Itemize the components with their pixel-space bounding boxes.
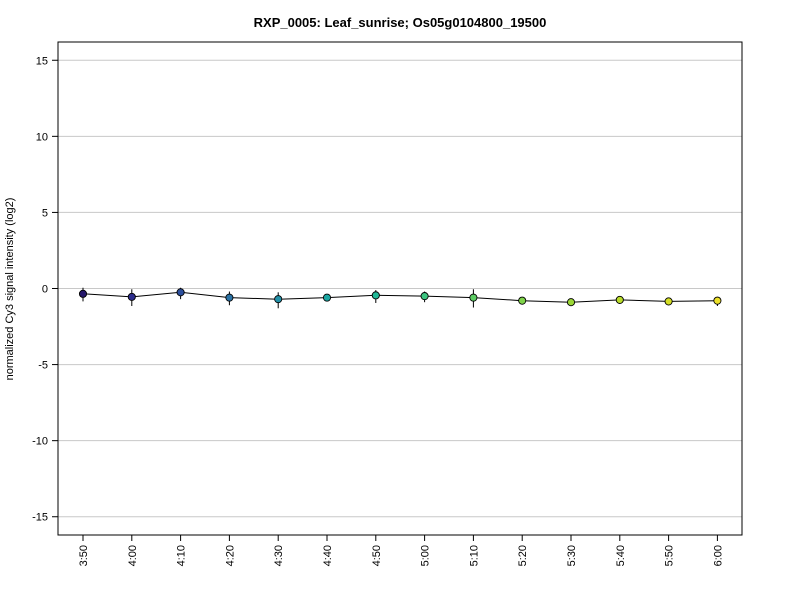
y-tick-label: -15 xyxy=(32,512,48,524)
x-tick-label: 4:40 xyxy=(322,545,334,566)
data-point xyxy=(176,288,185,297)
y-tick-label: 5 xyxy=(42,207,48,219)
series xyxy=(78,287,722,309)
x-tick-label: 4:20 xyxy=(224,545,236,566)
y-tick-label: 15 xyxy=(36,55,48,67)
x-tick-label: 4:00 xyxy=(127,545,139,566)
y-axis-label: normalized Cy3 signal intensity (log2) xyxy=(4,198,16,381)
data-point xyxy=(713,296,722,305)
x-tick-label: 4:30 xyxy=(273,545,285,566)
y-tick-label: -10 xyxy=(32,436,48,448)
data-point xyxy=(225,293,234,302)
x-tick-label: 5:30 xyxy=(566,545,578,566)
x-axis: 3:50 4:00 4:10 4:20 4:30 4:40 4:50 5:00 5:10 5:20… xyxy=(78,534,724,566)
y-axis: -15 -10 -5 0 5 10 15 xyxy=(32,55,58,524)
x-tick-label: 6:00 xyxy=(712,545,724,566)
x-tick-label: 5:10 xyxy=(468,545,480,566)
data-point xyxy=(274,295,283,304)
data-point xyxy=(518,296,527,305)
x-tick-label: 3:50 xyxy=(78,545,90,566)
data-point xyxy=(371,291,380,300)
data-point xyxy=(420,292,429,301)
chart-title: RXP_0005: Leaf_sunrise; Os05g0104800_195… xyxy=(254,15,547,30)
x-tick-label: 4:50 xyxy=(371,545,383,566)
data-point xyxy=(664,297,673,306)
data-point xyxy=(566,298,576,307)
data-point xyxy=(127,292,136,301)
x-tick-label: 5:40 xyxy=(615,545,627,566)
data-point xyxy=(615,295,624,304)
data-point xyxy=(469,293,478,302)
gridlines xyxy=(58,59,742,518)
y-tick-label: 0 xyxy=(42,284,48,296)
y-tick-label: 10 xyxy=(36,131,48,143)
data-point xyxy=(322,293,332,302)
x-tick-label: 5:50 xyxy=(664,545,676,566)
x-tick-label: 5:00 xyxy=(420,545,432,566)
series-line xyxy=(82,291,718,303)
x-tick-label: 4:10 xyxy=(176,545,188,566)
x-tick-label: 5:20 xyxy=(517,545,529,566)
data-point xyxy=(78,289,88,298)
y-tick-label: -5 xyxy=(38,360,48,372)
